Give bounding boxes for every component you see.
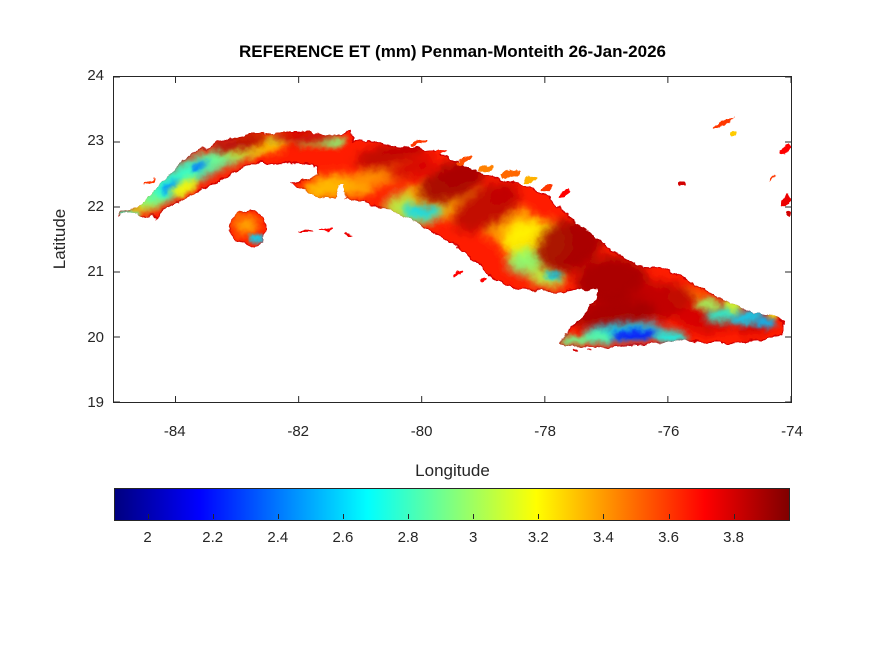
et-value-patch (171, 178, 199, 197)
cay-island (144, 177, 156, 185)
x-tick-label: -80 (410, 423, 433, 440)
cay-island (769, 175, 776, 182)
cay-island (523, 176, 536, 184)
cay-island (454, 271, 463, 276)
et-value-patch (569, 299, 656, 329)
y-tick-label: 19 (87, 394, 104, 411)
cay-island (586, 350, 592, 353)
cay-island (780, 145, 790, 155)
cay-island (730, 130, 738, 138)
colorbar-tick-label: 3.2 (527, 529, 549, 546)
et-value-patch (452, 182, 520, 232)
colorbar-tick-mark (147, 514, 149, 519)
colorbar-tick-label: 2.2 (202, 529, 224, 546)
et-value-patch (610, 329, 658, 341)
y-axis-label: Latitude (50, 208, 69, 270)
colorbar-tick-mark (408, 514, 409, 519)
et-value-patch (754, 317, 777, 328)
x-tick-label: -78 (534, 423, 556, 440)
y-tick-label: 21 (87, 263, 104, 281)
cay-island (542, 183, 554, 192)
cay-island (781, 194, 791, 207)
cay-island (572, 349, 579, 352)
colorbar-tick-mark (277, 514, 279, 519)
et-value-patch (388, 156, 437, 180)
colorbar-tick-label: 2 (143, 529, 152, 546)
colorbar-tick-mark (668, 514, 670, 519)
et-value-patch (270, 129, 333, 145)
cay-island (433, 148, 448, 155)
x-tick-label: -76 (657, 423, 680, 440)
colorbar-tick-label: 2.6 (332, 529, 354, 546)
y-tick-label: 24 (87, 67, 104, 84)
et-value-patch (403, 201, 441, 220)
map-canvas (114, 76, 793, 403)
cuba-et-map (114, 76, 793, 407)
colorbar-tick-mark (473, 514, 475, 519)
y-tick-label: 23 (87, 132, 104, 150)
cay-island (410, 140, 427, 147)
et-value-patch (546, 270, 563, 280)
colorbar-tick-mark (342, 514, 344, 519)
cay-island (478, 164, 494, 172)
colorbar-tick-label: 2.8 (397, 529, 419, 546)
cay-island (679, 181, 686, 186)
colorbar-tick-mark (733, 514, 735, 519)
colorbar-tick-mark (538, 514, 540, 519)
cay-island (479, 278, 487, 282)
et-value-patch (723, 300, 742, 311)
cay-island (320, 227, 333, 231)
cay-island (711, 117, 735, 128)
plot-title: REFERENCE ET (mm) Penman-Monteith 26-Jan… (239, 42, 666, 61)
colorbar (114, 488, 790, 521)
et-value-patch (653, 330, 689, 344)
colorbar-tick-label: 3.6 (658, 529, 679, 546)
et-value-patch (767, 312, 780, 319)
x-tick-label: -84 (163, 423, 186, 440)
et-value-patch (232, 212, 249, 222)
colorbar-tick-label: 3 (469, 529, 478, 546)
et-value-patch (562, 335, 590, 346)
colorbar-tick-label: 3.4 (592, 529, 614, 546)
cay-island (455, 155, 474, 165)
cay-island (343, 233, 353, 236)
et-value-patch (536, 218, 603, 274)
y-tick-label: 22 (87, 197, 104, 215)
y-tick-label: 20 (87, 328, 104, 346)
et-value-patch (248, 234, 266, 242)
cay-island (786, 210, 793, 217)
et-value-patch (581, 330, 613, 344)
et-value-patch (418, 158, 487, 204)
land-group (117, 117, 793, 353)
x-axis-label: Longitude (415, 461, 490, 480)
colorbar-tick-label: 3.8 (723, 529, 745, 546)
cay-island (559, 189, 570, 199)
plot-area (113, 76, 793, 403)
colorbar-tick-mark (603, 514, 605, 519)
colorbar-tick-mark (212, 514, 214, 519)
colorbar-tick-label: 2.4 (267, 529, 289, 546)
et-value-patch (695, 298, 721, 311)
cay-island (500, 168, 522, 178)
x-tick-label: -82 (287, 423, 310, 440)
x-tick-label: -74 (781, 423, 803, 440)
cay-island (296, 230, 313, 234)
